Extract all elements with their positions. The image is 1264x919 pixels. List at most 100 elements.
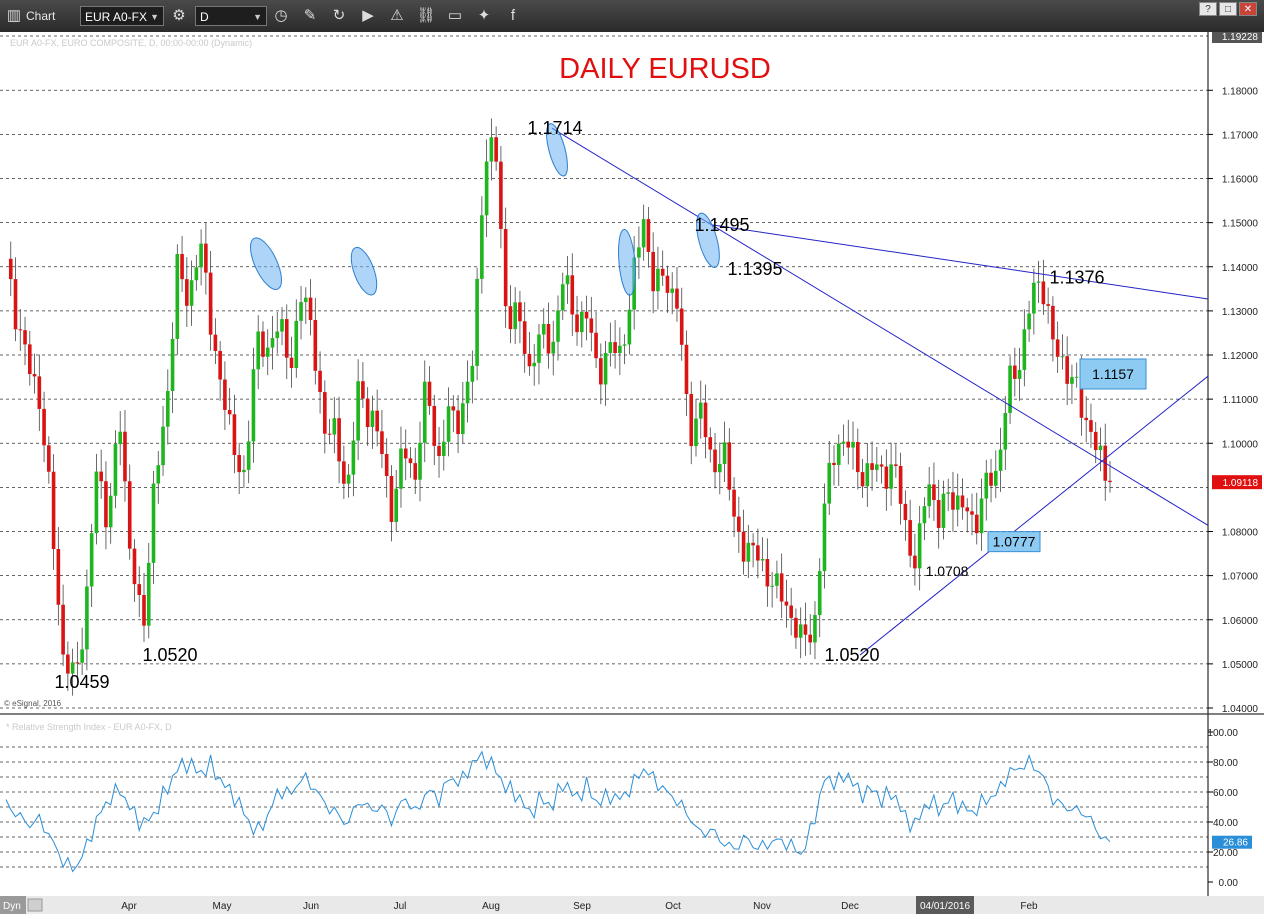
candle-body [189, 280, 194, 306]
symbol-value: EUR A0-FX [85, 10, 148, 24]
facebook-icon[interactable]: f [510, 7, 516, 24]
candle-body [342, 461, 346, 484]
candle-body [13, 279, 18, 330]
candle-body [108, 495, 113, 528]
candle-body [89, 533, 94, 587]
price-tick-label: 1.12000 [1222, 351, 1259, 362]
candle-body [665, 275, 670, 293]
candle-body [308, 297, 313, 321]
trendlines [551, 127, 1209, 656]
candle-body [427, 381, 432, 406]
candle-body [132, 548, 137, 585]
alert-icon[interactable]: ⚠ [390, 7, 404, 24]
month-label: Aug [482, 901, 500, 912]
time-axis-svg: Dyn Apr May Jun Jul Aug Sep Oct Nov Dec Feb 04/01… [0, 896, 1038, 914]
candle-body [813, 615, 817, 643]
candle-body [261, 331, 265, 357]
play-icon[interactable]: ▶ [362, 7, 374, 24]
close-button[interactable]: ✕ [1239, 2, 1257, 16]
link-icon[interactable]: ⛓ [416, 7, 436, 24]
candle-body [708, 437, 713, 450]
candle-body [599, 358, 603, 385]
candle-body [137, 584, 142, 595]
candle-body [461, 403, 465, 435]
candle-body [375, 410, 379, 432]
candle-body [218, 350, 222, 380]
price-tick-label: 1.11000 [1223, 395, 1259, 406]
symbol-select[interactable]: EUR A0-FX ▼ [80, 6, 164, 26]
candle-body [689, 394, 694, 447]
candle-body [727, 442, 732, 490]
candle-body [1027, 313, 1031, 330]
candle-body [594, 332, 598, 359]
candle-body [698, 402, 703, 419]
candle-body [551, 341, 556, 354]
price-tick-label: 1.15000 [1222, 219, 1259, 230]
candle-body [480, 215, 484, 279]
candle-body [860, 472, 865, 487]
chart-title: DAILY EURUSD [559, 53, 771, 85]
candle-body [532, 362, 537, 367]
pencil-icon[interactable]: ✎ [303, 7, 317, 24]
candle-body [922, 506, 927, 524]
annotation-box [987, 531, 1041, 553]
candle-body [1074, 376, 1079, 378]
twitter-icon[interactable]: ✦ [477, 7, 491, 24]
copyright: © eSignal, 2016 [4, 699, 62, 708]
time-axis[interactable]: Dyn Apr May Jun Jul Aug Sep Oct Nov Dec Feb 04/01… [0, 896, 1264, 914]
top-value: 1.19228 [1222, 32, 1259, 43]
candle-body [513, 302, 517, 330]
candle-body [146, 562, 151, 626]
candle-body [627, 309, 632, 345]
candle-body [917, 523, 922, 569]
candle-body [775, 573, 779, 586]
candle-body [898, 465, 903, 504]
candle-body [1017, 369, 1022, 379]
highlight-ellipse [350, 246, 378, 296]
rsi-axis-ticks: 100.00 80.00 60.00 40.00 20.00 0.00 [1207, 728, 1238, 889]
candle-body [437, 445, 441, 457]
price-tick-label: 1.04000 [1222, 704, 1259, 715]
chart-window-icon[interactable]: ▥ [6, 7, 22, 24]
highlight-date-box [916, 896, 974, 914]
price-tick-label: 1.06000 [1222, 616, 1259, 627]
clock-icon[interactable]: ◷ [274, 7, 288, 24]
candle-body [846, 441, 851, 448]
last-price-badge [1212, 475, 1262, 490]
candle-body [499, 161, 503, 229]
refresh-icon[interactable]: ↻ [332, 7, 346, 24]
candle-body [1046, 304, 1050, 306]
candle-body [394, 488, 399, 522]
candle-body [484, 161, 489, 216]
candle-body [1036, 281, 1041, 283]
candle-body [256, 331, 261, 370]
settings-gear-icon[interactable]: ⚙ [172, 7, 186, 24]
candle-body [465, 381, 470, 404]
top-value-badge [1212, 32, 1262, 43]
candle-body [323, 392, 327, 434]
maximize-button[interactable]: □ [1219, 2, 1237, 16]
rsi-tick-label: 80.00 [1213, 758, 1238, 769]
candle-body [399, 448, 403, 489]
candle-body [451, 406, 456, 411]
comment-icon[interactable]: ▭ [447, 7, 463, 24]
price-tick-label: 1.14000 [1222, 263, 1259, 274]
candle-body [170, 338, 175, 392]
restore-button[interactable]: ? [1199, 2, 1217, 16]
candle-body [118, 431, 123, 445]
annotation-label: 1.0459 [54, 672, 109, 692]
candle-body [875, 464, 879, 470]
candle-body [613, 342, 617, 354]
price-tick-label: 1.18000 [1222, 86, 1259, 97]
scroll-left-button[interactable] [27, 898, 43, 912]
chart-area[interactable]: EUR A0-FX, EURO COMPOSITE, D, 00:00-00:0… [0, 32, 1264, 896]
candle-body [756, 545, 760, 561]
annotation-box [1079, 358, 1147, 390]
rsi-tick-label: 0.00 [1219, 878, 1239, 889]
candle-body [927, 484, 931, 507]
app-title: Chart [26, 9, 56, 23]
candle-body [646, 219, 651, 252]
trendline-down-major [551, 127, 1209, 526]
candle-body [346, 474, 351, 484]
interval-select[interactable]: D ▼ [195, 6, 267, 26]
